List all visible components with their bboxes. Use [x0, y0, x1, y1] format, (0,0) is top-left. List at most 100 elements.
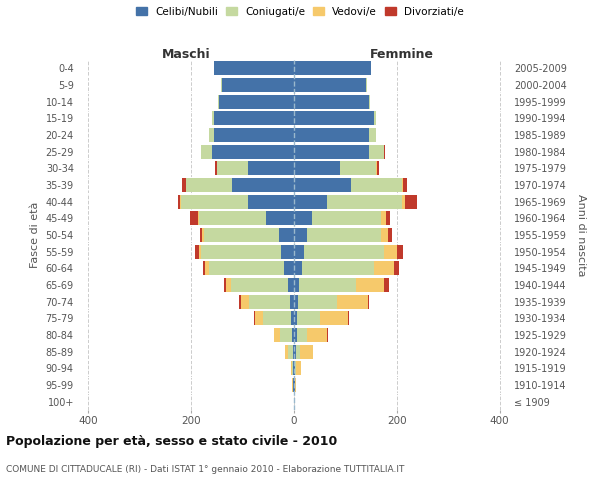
Bar [214, 62, 294, 76]
Bar [263, 311, 292, 326]
Bar [220, 94, 294, 109]
Bar [215, 162, 217, 175]
Bar [203, 261, 205, 276]
Bar [296, 311, 320, 326]
Bar [299, 278, 356, 292]
Bar [394, 261, 400, 276]
Bar [402, 178, 403, 192]
Bar [295, 378, 296, 392]
Bar [205, 261, 209, 276]
Bar [337, 294, 368, 308]
Bar [294, 112, 374, 126]
Bar [294, 62, 371, 76]
Bar [291, 361, 292, 376]
Bar [294, 294, 298, 308]
Bar [202, 228, 204, 242]
Bar [182, 178, 186, 192]
Bar [280, 328, 292, 342]
Bar [231, 278, 288, 292]
Bar [254, 311, 256, 326]
Bar [307, 228, 382, 242]
Legend: Celibi/Nubili, Coniugati/e, Vedovi/e, Divorziati/e: Celibi/Nubili, Coniugati/e, Vedovi/e, Di… [132, 2, 468, 21]
Bar [294, 244, 304, 259]
Bar [209, 261, 284, 276]
Bar [298, 294, 337, 308]
Bar [404, 194, 418, 209]
Bar [292, 311, 294, 326]
Bar [274, 328, 280, 342]
Bar [294, 94, 368, 109]
Bar [256, 311, 263, 326]
Bar [202, 144, 212, 159]
Bar [403, 178, 407, 192]
Bar [294, 162, 340, 175]
Bar [209, 128, 214, 142]
Bar [292, 328, 294, 342]
Bar [350, 178, 402, 192]
Bar [294, 211, 312, 226]
Bar [217, 162, 248, 175]
Bar [296, 361, 301, 376]
Bar [294, 178, 350, 192]
Bar [377, 162, 379, 175]
Bar [290, 294, 294, 308]
Bar [294, 311, 296, 326]
Bar [294, 344, 296, 359]
Bar [278, 228, 294, 242]
Bar [384, 144, 385, 159]
Bar [248, 162, 294, 175]
Bar [226, 278, 231, 292]
Bar [302, 261, 374, 276]
Y-axis label: Fasce di età: Fasce di età [30, 202, 40, 268]
Bar [294, 278, 299, 292]
Bar [190, 211, 198, 226]
Bar [374, 261, 394, 276]
Bar [204, 228, 278, 242]
Bar [382, 228, 388, 242]
Text: Popolazione per età, sesso e stato civile - 2010: Popolazione per età, sesso e stato civil… [6, 435, 337, 448]
Bar [368, 94, 370, 109]
Bar [384, 244, 397, 259]
Bar [288, 278, 294, 292]
Bar [222, 78, 294, 92]
Bar [198, 211, 199, 226]
Bar [294, 144, 368, 159]
Bar [241, 294, 249, 308]
Bar [295, 361, 296, 376]
Bar [320, 311, 348, 326]
Bar [294, 128, 368, 142]
Bar [296, 344, 299, 359]
Bar [294, 328, 296, 342]
Bar [212, 144, 294, 159]
Text: Femmine: Femmine [370, 48, 434, 61]
Bar [304, 244, 384, 259]
Bar [382, 211, 386, 226]
Bar [178, 194, 181, 209]
Bar [214, 112, 294, 126]
Bar [374, 112, 376, 126]
Bar [281, 244, 294, 259]
Bar [397, 244, 403, 259]
Bar [294, 261, 302, 276]
Bar [356, 278, 384, 292]
Bar [239, 294, 241, 308]
Bar [294, 78, 366, 92]
Bar [249, 294, 290, 308]
Bar [368, 294, 369, 308]
Bar [199, 244, 202, 259]
Bar [266, 211, 294, 226]
Bar [214, 128, 294, 142]
Bar [186, 178, 232, 192]
Bar [368, 144, 384, 159]
Bar [307, 328, 328, 342]
Bar [293, 344, 294, 359]
Bar [340, 162, 376, 175]
Bar [384, 278, 389, 292]
Y-axis label: Anni di nascita: Anni di nascita [577, 194, 586, 276]
Bar [232, 178, 294, 192]
Bar [202, 244, 281, 259]
Bar [368, 128, 376, 142]
Bar [199, 211, 266, 226]
Bar [224, 278, 226, 292]
Bar [218, 94, 220, 109]
